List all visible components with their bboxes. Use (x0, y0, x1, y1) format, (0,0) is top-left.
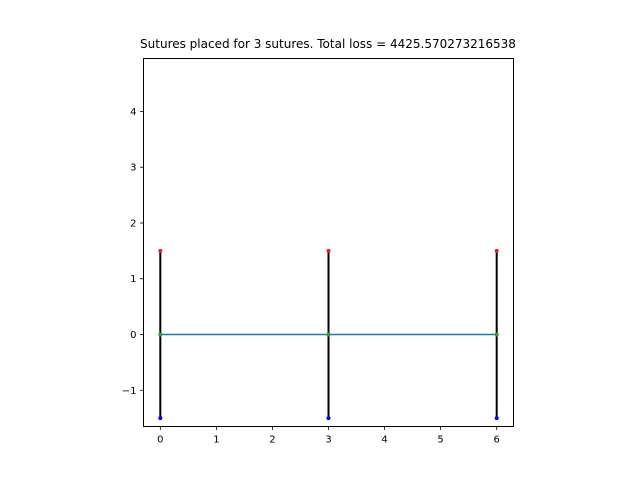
suture-bottom-point-2 (494, 416, 499, 421)
x-tick-label-4: 4 (381, 435, 387, 446)
x-tick-label-2: 2 (269, 435, 275, 446)
y-tick-label--1: −1 (122, 386, 137, 397)
suture-top-point-0 (158, 248, 163, 253)
y-tick-label-3: 3 (130, 163, 136, 174)
y-tick-label-1: 1 (130, 274, 136, 285)
suture-center-point-0 (158, 332, 163, 337)
x-tick-label-3: 3 (325, 435, 331, 446)
suture-center-point-2 (494, 332, 499, 337)
x-tick-label-6: 6 (493, 435, 499, 446)
plot-frame (143, 58, 514, 427)
suture-center-point-1 (326, 332, 331, 337)
x-tick-label-0: 0 (157, 435, 163, 446)
chart-title: Sutures placed for 3 sutures. Total loss… (140, 37, 516, 51)
y-tick-label-4: 4 (130, 107, 136, 118)
y-tick-label-0: 0 (130, 330, 136, 341)
plot-area: 0 1 2 3 4 5 6 −1 0 1 2 3 4 (122, 107, 500, 446)
suture-bottom-point-1 (326, 416, 331, 421)
suture-bottom-point-0 (158, 416, 163, 421)
x-tick-label-1: 1 (213, 435, 219, 446)
y-tick-label-2: 2 (130, 218, 136, 229)
x-tick-label-5: 5 (437, 435, 443, 446)
suture-top-point-1 (326, 248, 331, 253)
suture-top-point-2 (494, 248, 499, 253)
